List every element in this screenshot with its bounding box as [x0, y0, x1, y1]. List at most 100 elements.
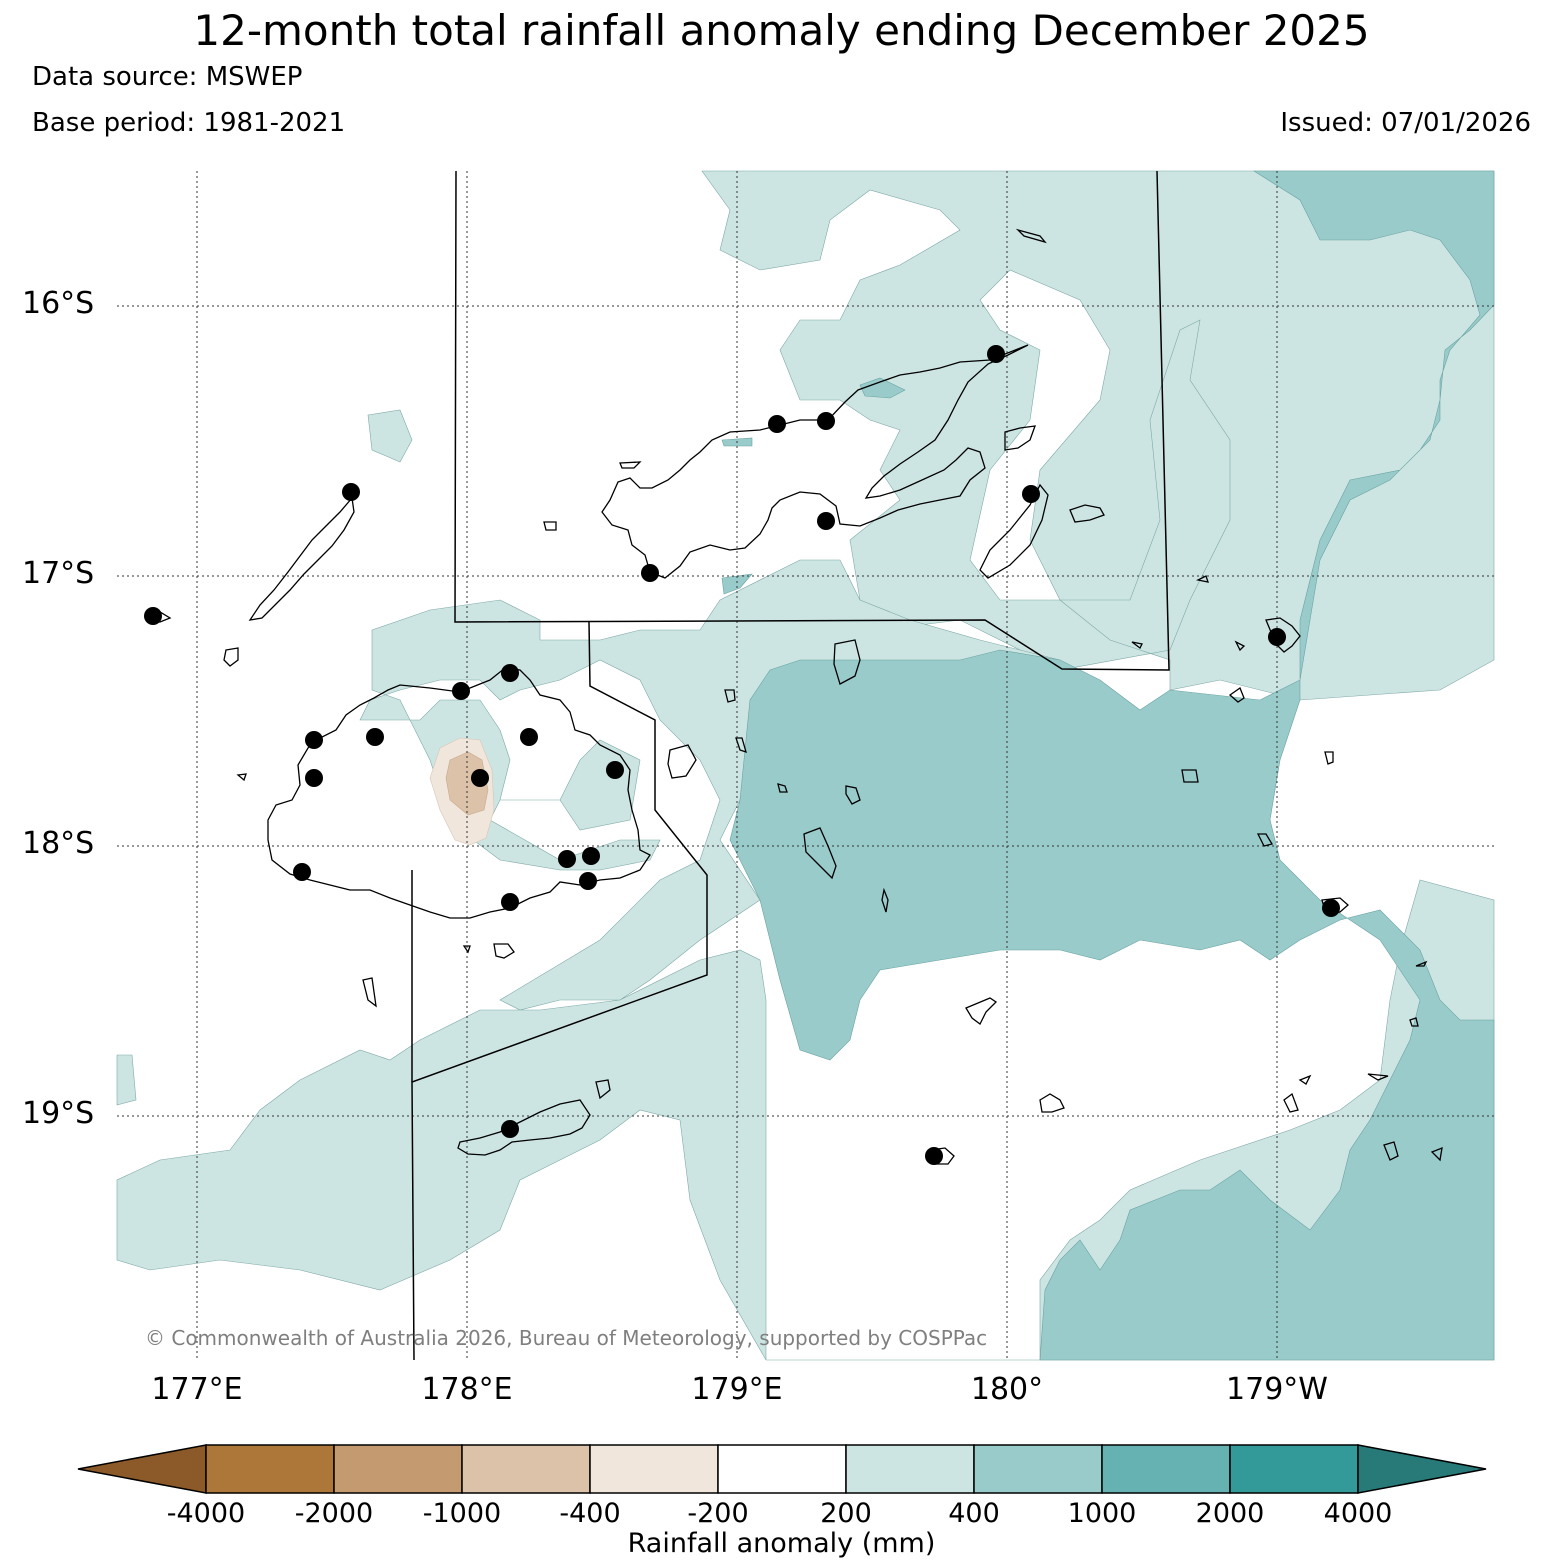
coast-qamea — [1069, 504, 1105, 523]
anomaly-zone-neg-400-1000 — [445, 751, 489, 816]
colorbar-extend-low — [77, 1444, 207, 1494]
coast-island-4 — [735, 737, 747, 754]
boundary-central — [411, 621, 708, 1361]
colorbar-tick-label: -400 — [559, 1498, 621, 1529]
station-marker — [305, 731, 323, 749]
lat-label-18s: 18°S — [22, 826, 95, 861]
coast-island-8 — [1015, 228, 1047, 244]
station-marker — [987, 345, 1005, 363]
coast-island-7 — [619, 461, 642, 469]
colorbar-extend-high — [1357, 1444, 1487, 1494]
colorbar-segment — [205, 1444, 335, 1494]
copyright-notice: © Commonwealth of Australia 2026, Bureau… — [145, 1326, 988, 1350]
station-marker — [925, 1147, 943, 1165]
coast-vanua-levu-west — [248, 496, 355, 621]
lon-label-179w: 179°W — [1226, 1372, 1328, 1407]
colorbar-tick-label: 200 — [820, 1498, 872, 1529]
base-period: Base period: 1981-2021 — [32, 108, 346, 138]
colorbar-segment — [589, 1444, 719, 1494]
coast-ono — [1383, 1141, 1399, 1161]
coast-vanua-levu — [601, 344, 1029, 579]
station-marker — [641, 564, 659, 582]
colorbar-tick-label: -4000 — [166, 1498, 246, 1529]
colorbar-title: Rainfall anomaly (mm) — [627, 1528, 936, 1559]
station-marker — [366, 728, 384, 746]
colorbar-tick-label: -2000 — [294, 1498, 374, 1529]
coast-batiki — [845, 785, 861, 805]
colorbar-tick-label: 4000 — [1323, 1498, 1393, 1529]
colorbar — [77, 1444, 1487, 1494]
station-marker — [558, 850, 576, 868]
boundary-north — [454, 170, 1170, 671]
station-marker — [579, 872, 597, 890]
anomaly-zone-north — [701, 170, 1495, 701]
colorbar-segment — [845, 1444, 975, 1494]
station-marker — [520, 728, 538, 746]
lon-label-177e: 177°E — [151, 1372, 243, 1407]
station-marker — [501, 893, 519, 911]
coast-vatulele — [362, 977, 377, 1008]
colorbar-segment — [461, 1444, 591, 1494]
station-marker — [768, 415, 786, 433]
coast-island-15 — [881, 887, 889, 913]
coastlines — [145, 228, 1443, 1165]
anomaly-zone-east — [729, 170, 1495, 1361]
colorbar-segment — [717, 1444, 847, 1494]
station-marker — [582, 847, 600, 865]
coast-taveuni-fringe — [1004, 425, 1036, 451]
coast-yasawa-south — [223, 647, 239, 667]
coast-beqa — [493, 943, 515, 959]
coast-moala — [1039, 1093, 1065, 1113]
coast-island-12 — [1298, 1074, 1312, 1085]
station-marker — [817, 512, 835, 530]
colorbar-tick-label: 2000 — [1195, 1498, 1265, 1529]
coast-island-16 — [1131, 641, 1143, 649]
map-title: 12-month total rainfall anomaly ending D… — [193, 6, 1370, 55]
station-marker — [342, 483, 360, 501]
lat-label-16s: 16°S — [22, 286, 95, 321]
coast-island-1 — [1324, 751, 1334, 765]
anomaly-zone-islet — [367, 409, 413, 463]
station-marker — [501, 1120, 519, 1138]
coast-island-18 — [236, 773, 247, 782]
coast-island-5 — [595, 1079, 611, 1100]
anomaly-zone-west-edge — [116, 1054, 137, 1106]
lat-label-19s: 19°S — [22, 1096, 95, 1131]
station-marker — [606, 761, 624, 779]
coast-island-3 — [724, 689, 736, 703]
coast-island-17 — [1234, 640, 1246, 652]
station-marker — [501, 664, 519, 682]
station-marker — [1322, 899, 1340, 917]
lat-label-17s: 17°S — [22, 556, 95, 591]
coast-island-19 — [462, 945, 471, 954]
data-source: Data source: MSWEP — [32, 62, 303, 92]
station-marker — [452, 682, 470, 700]
coast-viti-levu — [267, 667, 651, 919]
coast-taveuni — [979, 483, 1049, 579]
coast-koro — [833, 639, 861, 685]
coast-ovalau — [667, 744, 697, 779]
coast-lakeba — [965, 997, 998, 1025]
station-marker — [305, 769, 323, 787]
coast-ogea — [1283, 1092, 1299, 1113]
station-marker — [471, 769, 489, 787]
colorbar-tick-label: -200 — [687, 1498, 749, 1529]
anomaly-zone-mid-spot — [721, 573, 753, 595]
station-marker — [293, 863, 311, 881]
colorbar-tick-label: 400 — [948, 1498, 1000, 1529]
coast-island-14 — [1430, 1146, 1443, 1162]
colorbar-tick-label: 1000 — [1067, 1498, 1137, 1529]
station-marker — [817, 412, 835, 430]
issued-date: Issued: 07/01/2026 — [1280, 108, 1531, 138]
graticule — [117, 171, 1494, 1360]
coast-island-6 — [543, 521, 557, 531]
station-marker — [144, 607, 162, 625]
coast-gau — [803, 827, 837, 880]
coast-island-11 — [1367, 1073, 1389, 1081]
coast-island-2 — [1228, 686, 1245, 703]
coast-island-10 — [1409, 1017, 1419, 1027]
colorbar-segment — [333, 1444, 463, 1494]
lon-label-178e: 178°E — [421, 1372, 513, 1407]
coast-nairai — [777, 783, 788, 793]
